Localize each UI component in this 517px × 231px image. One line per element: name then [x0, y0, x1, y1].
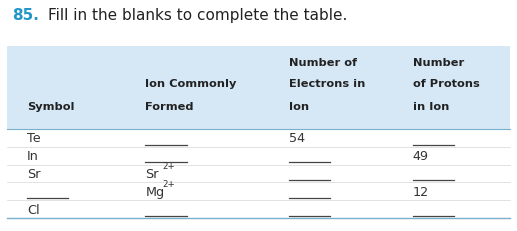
- Text: Ion Commonly: Ion Commonly: [145, 79, 237, 88]
- Text: Formed: Formed: [145, 101, 194, 111]
- Text: Electrons in: Electrons in: [290, 79, 366, 88]
- Text: 85.: 85.: [12, 8, 39, 23]
- Text: 12: 12: [413, 185, 429, 198]
- Text: Cl: Cl: [27, 203, 40, 216]
- Text: Ion: Ion: [290, 101, 310, 111]
- Text: of Protons: of Protons: [413, 79, 479, 88]
- Text: 49: 49: [413, 149, 429, 162]
- Text: Number: Number: [413, 58, 464, 68]
- Text: Number of: Number of: [290, 58, 357, 68]
- Text: Mg: Mg: [145, 185, 164, 198]
- Text: 2+: 2+: [163, 179, 176, 188]
- Text: Symbol: Symbol: [27, 101, 74, 111]
- Text: in Ion: in Ion: [413, 101, 449, 111]
- Bar: [7, 47, 510, 129]
- Text: Te: Te: [27, 132, 41, 145]
- Text: 54: 54: [290, 132, 306, 145]
- Text: Sr: Sr: [27, 167, 41, 180]
- Text: 2+: 2+: [163, 161, 176, 170]
- Text: In: In: [27, 149, 39, 162]
- Text: Fill in the blanks to complete the table.: Fill in the blanks to complete the table…: [48, 8, 347, 23]
- Text: Sr: Sr: [145, 167, 159, 180]
